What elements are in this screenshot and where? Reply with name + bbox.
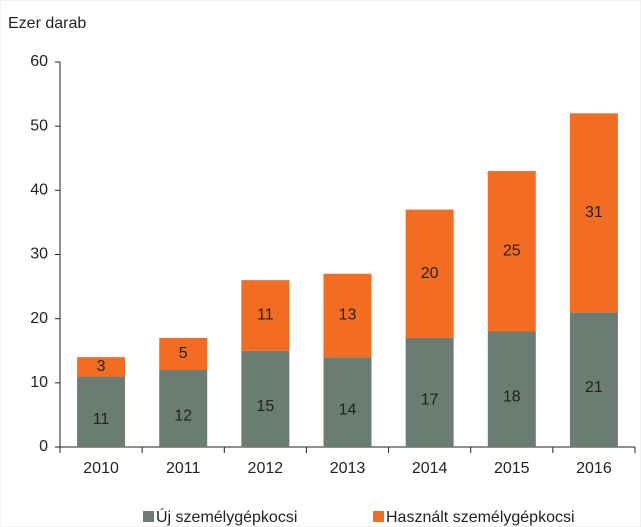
data-label: 20 [421,265,439,282]
y-tick-label: 60 [30,53,48,70]
y-tick-label: 40 [30,182,48,199]
data-label: 17 [421,392,439,409]
x-tick-label: 2015 [494,460,530,477]
legend-label: Új személygépkocsi [156,507,297,526]
x-tick-label: 2016 [576,460,612,477]
data-label: 31 [585,204,603,221]
y-tick-label: 0 [39,438,48,455]
x-tick-label: 2013 [330,460,366,477]
bar-segment [241,350,290,447]
data-label: 11 [93,411,110,428]
bar-segment [405,209,454,338]
x-tick-label: 2012 [248,460,284,477]
x-tick-label: 2011 [166,460,201,477]
bar-segment [323,357,372,447]
y-tick-label: 10 [30,374,48,391]
data-label: 18 [503,388,521,405]
data-label: 21 [585,379,603,396]
bar-segment [77,357,126,377]
bar-segment [569,312,618,447]
legend-label: Használt személygépkocsi [386,509,575,526]
x-tick-label: 2014 [412,460,448,477]
data-label: 15 [256,398,274,415]
bar-segment [569,113,618,313]
data-label: 11 [257,307,274,324]
data-label: 5 [179,345,188,362]
data-label: 14 [339,401,357,418]
data-label: 13 [339,307,357,324]
data-label: 25 [503,243,521,260]
bar-segment [487,331,536,447]
bar-segment [159,337,208,370]
data-label: 3 [97,358,106,375]
y-axis-label: Ezer darab [8,15,86,32]
legend-swatch [373,511,384,522]
x-tick-label: 2010 [83,460,119,477]
y-tick-label: 20 [30,310,48,327]
bar-segment [487,171,536,332]
data-label: 12 [174,408,192,425]
y-tick-label: 30 [30,246,48,263]
legend-swatch [143,511,154,522]
bar-segment [241,280,290,351]
bar-segment [77,376,126,447]
bar-segment [323,273,372,358]
y-tick-label: 50 [30,117,48,134]
bar-segment [405,337,454,447]
bar-segment [159,370,208,447]
